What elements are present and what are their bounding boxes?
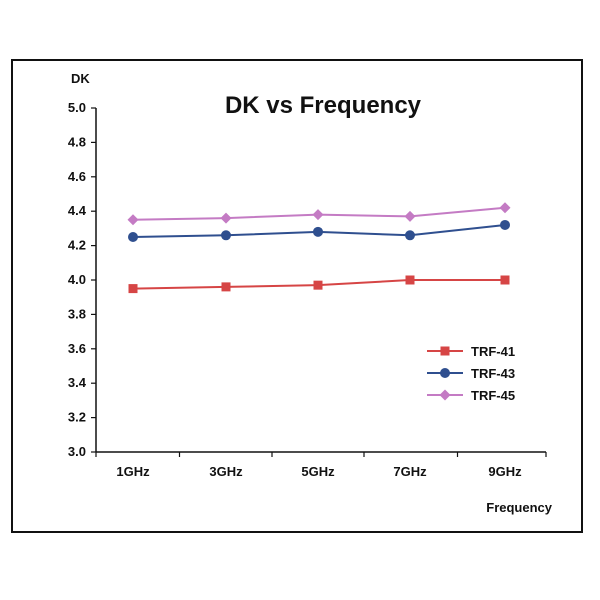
data-point <box>312 209 324 221</box>
y-tick-label: 4.6 <box>68 169 86 184</box>
data-point <box>220 212 232 224</box>
axes: 3.0 3.2 3.4 3.6 3.8 4.0 4.2 4.4 4.6 4.8 5.0 1GHz 3GH… <box>68 100 547 479</box>
y-tick-label: 4.0 <box>68 272 86 287</box>
data-point <box>405 230 415 241</box>
y-tick-label: 3.4 <box>68 375 87 390</box>
data-point <box>221 230 231 241</box>
y-tick-label: 3.6 <box>68 341 86 356</box>
chart-title: DK vs Frequency <box>225 92 422 119</box>
series-trf-45 <box>127 202 511 226</box>
legend-swatch-marker <box>440 368 450 378</box>
data-point <box>313 280 323 290</box>
series-trf-43 <box>128 219 510 242</box>
y-axis-title: DK <box>71 71 90 86</box>
data-point <box>500 219 510 230</box>
data-point <box>313 226 323 237</box>
y-tick-label: 4.2 <box>68 238 86 253</box>
x-tick-label: 1GHz <box>116 464 150 479</box>
series-trf-41 <box>128 275 510 294</box>
legend-item: TRF-41 <box>427 344 515 359</box>
legend-label: TRF-43 <box>471 366 515 381</box>
series-layer <box>127 202 511 294</box>
data-point <box>128 232 138 242</box>
data-point <box>128 284 138 294</box>
x-tick-label: 3GHz <box>209 464 243 479</box>
x-tick-label: 5GHz <box>301 464 335 479</box>
data-point <box>499 202 511 214</box>
y-tick-label: 4.8 <box>68 134 86 149</box>
y-tick-label: 3.8 <box>68 306 86 321</box>
data-point <box>127 214 139 226</box>
x-axis-title: Frequency <box>486 500 553 515</box>
legend-item: TRF-43 <box>427 366 515 381</box>
legend: TRF-41 TRF-43 TRF-45 <box>427 344 515 403</box>
data-point <box>500 275 510 285</box>
data-point <box>221 282 231 292</box>
data-point <box>404 210 416 222</box>
y-tick-label: 3.2 <box>68 410 86 425</box>
legend-label: TRF-45 <box>471 388 515 403</box>
legend-label: TRF-41 <box>471 344 515 359</box>
legend-swatch-marker <box>439 389 451 401</box>
legend-swatch-marker <box>440 346 450 356</box>
data-point <box>405 275 415 285</box>
x-tick-label: 7GHz <box>393 464 427 479</box>
chart-frame <box>11 59 583 533</box>
y-tick-label: 4.4 <box>68 203 87 218</box>
y-tick-label: 5.0 <box>68 100 86 115</box>
legend-item: TRF-45 <box>427 388 515 403</box>
y-tick-label: 3.0 <box>68 444 86 459</box>
x-tick-label: 9GHz <box>488 464 522 479</box>
